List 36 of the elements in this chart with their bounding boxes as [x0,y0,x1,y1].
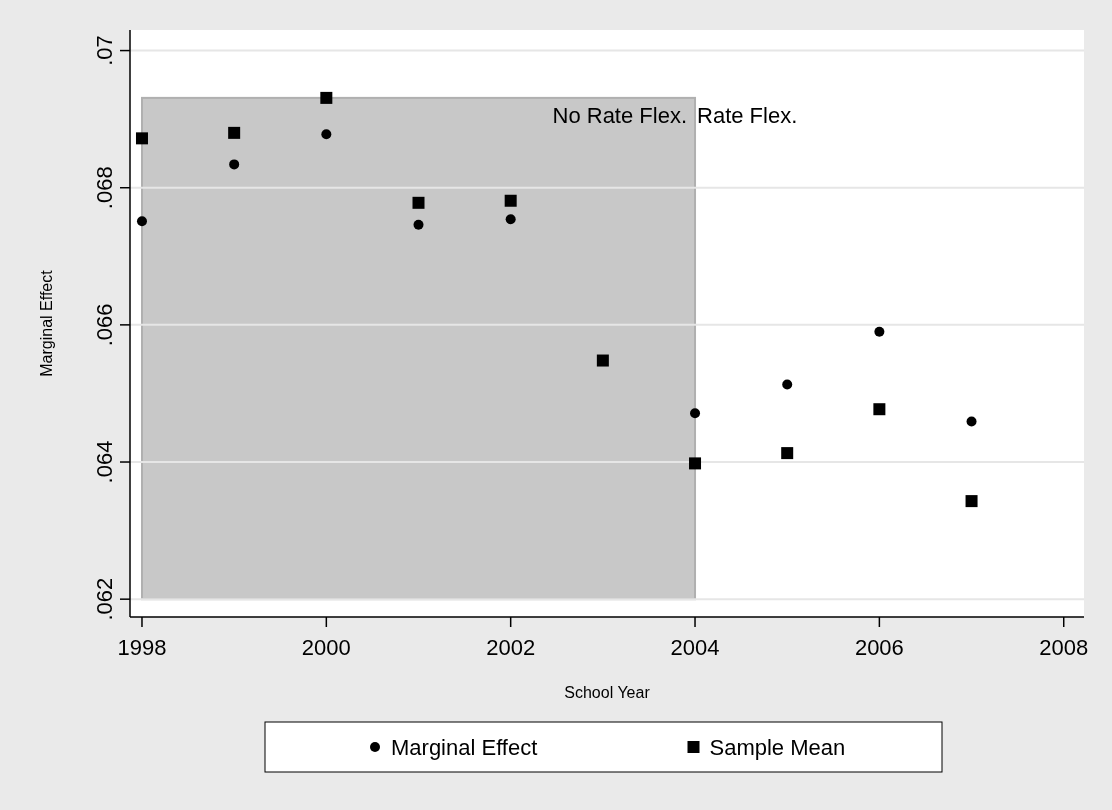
y-tick-label: .068 [92,166,117,210]
legend-label: Sample Mean [709,735,846,760]
point [689,457,702,470]
point [873,403,886,416]
x-tick-label: 2004 [670,635,720,660]
point [504,194,517,207]
annotation: Rate Flex. [697,102,798,128]
x-tick-label: 2000 [301,635,351,660]
point [505,214,516,225]
x-tick-label: 2008 [1039,635,1089,660]
y-tick-label: .064 [92,440,117,484]
band-label: No Rate Flex. [552,102,688,128]
point [781,447,794,460]
x-tick-label: 2006 [854,635,904,660]
x-tick-label: 2002 [486,635,536,660]
point [690,408,701,419]
point [135,132,148,145]
point [965,495,978,508]
point [136,216,147,227]
point [596,354,609,367]
point [874,326,885,337]
point [229,159,240,170]
point [321,129,332,140]
point [966,416,977,427]
point [228,126,241,139]
point [782,379,793,390]
y-tick-label: .066 [92,303,117,347]
point [412,196,425,209]
y-tick-label: .062 [92,577,117,621]
x-tick-label: 1998 [117,635,167,660]
y-tick-label: .07 [92,35,117,66]
x-axis-title: School Year [564,684,651,701]
y-axis-title: Marginal Effect [38,269,55,377]
point [320,91,333,104]
legend-label: Marginal Effect [391,735,538,760]
point [413,219,424,230]
